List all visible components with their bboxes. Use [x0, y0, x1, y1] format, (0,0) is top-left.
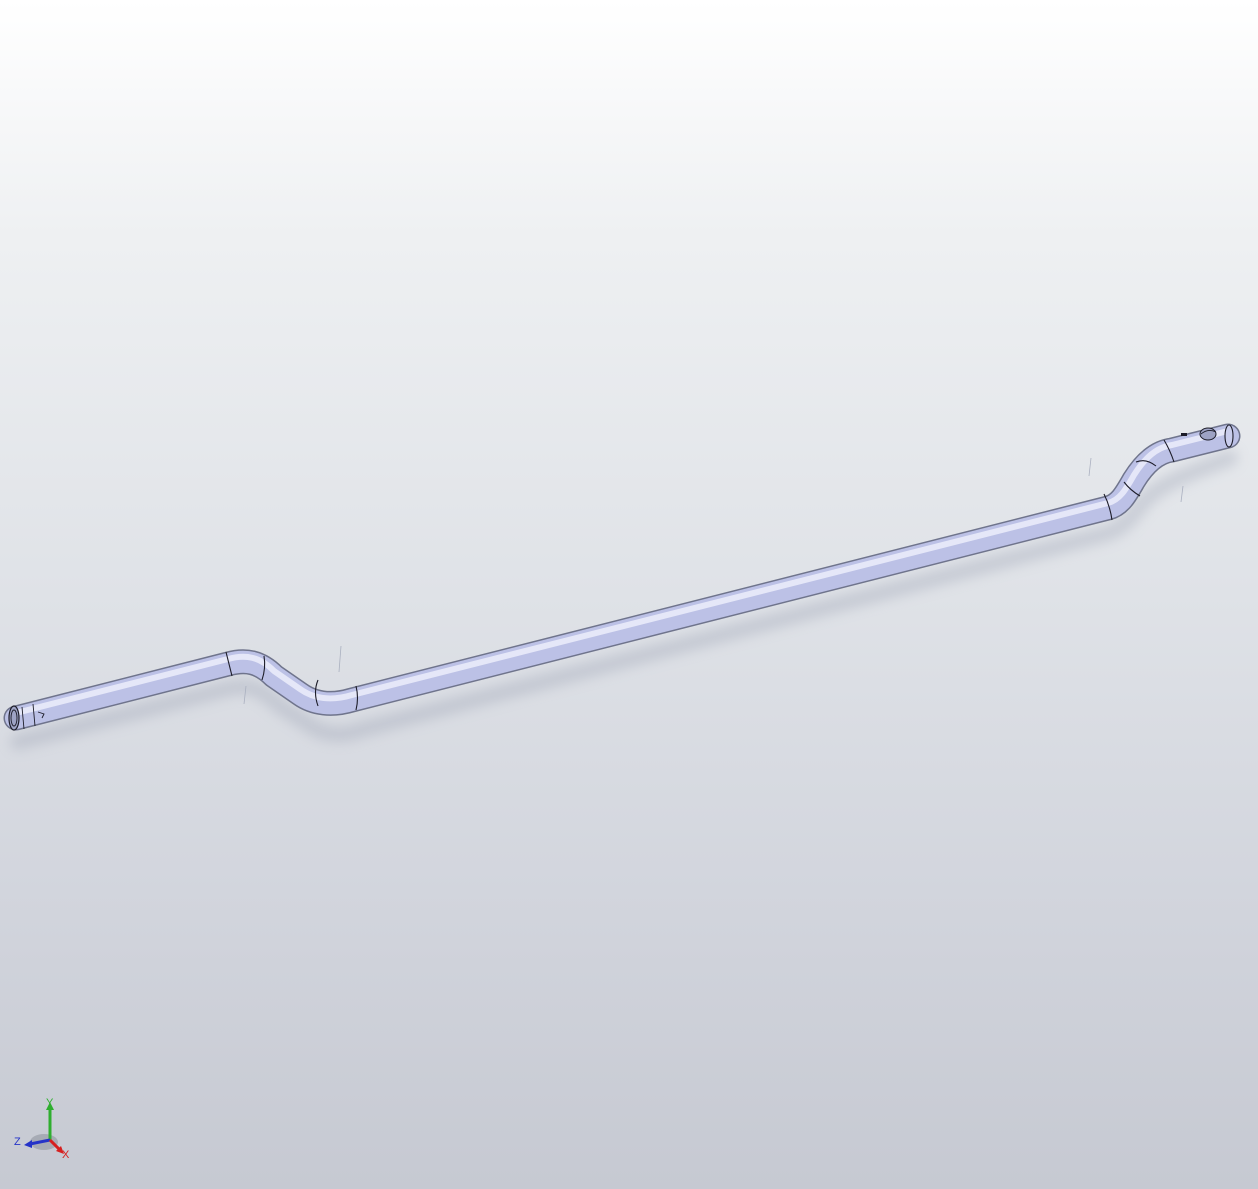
triad-x-label: X	[62, 1149, 70, 1161]
triad-y-arrow	[46, 1102, 54, 1110]
triad-x-arrow	[56, 1146, 64, 1154]
triad-z-axis	[29, 1138, 51, 1146]
triad-x-axis	[48, 1138, 62, 1152]
left-end-fitting	[8, 703, 45, 731]
sketch-lines	[243, 457, 1184, 705]
tube-body	[5, 425, 1239, 729]
triad-y-label: Y	[46, 1097, 54, 1109]
triad-z-arrow	[24, 1140, 32, 1148]
tube-shadow	[10, 450, 1238, 750]
reference-triad[interactable]: Y Z X	[12, 1096, 74, 1162]
right-end-fitting	[1181, 424, 1234, 448]
triad-z-label: Z	[14, 1136, 21, 1148]
bend-edges	[225, 439, 1175, 711]
